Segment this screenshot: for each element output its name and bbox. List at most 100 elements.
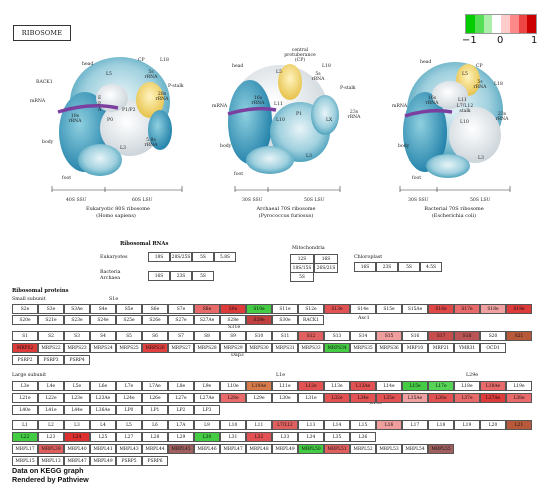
rrna-eukaryote-box[interactable]: 5.8S — [214, 252, 236, 262]
small-protein-box[interactable]: S11e — [272, 304, 298, 314]
rrna-eukaryote-box[interactable]: 28S/25S — [170, 252, 192, 262]
large-protein-box[interactable]: L28 — [142, 432, 168, 442]
large-protein-box[interactable]: MRPL54 — [402, 444, 428, 454]
large-protein-box[interactable]: L21e — [12, 393, 38, 403]
small-protein-box[interactable]: S21 — [506, 331, 532, 341]
small-protein-box[interactable]: MRPS23 — [64, 343, 90, 353]
large-protein-box[interactable]: MRPL55 — [428, 444, 454, 454]
rrna-chloro-box[interactable]: 4.5S — [420, 262, 442, 272]
rrna-bacteria-box[interactable]: 23S — [170, 271, 192, 281]
rrna-chloro-box[interactable]: 23S — [376, 262, 398, 272]
large-protein-box[interactable]: L11 — [246, 420, 272, 430]
small-protein-box[interactable]: S21e — [38, 315, 64, 325]
small-protein-box[interactable]: MRPS36 — [376, 343, 402, 353]
large-protein-box[interactable]: L38e — [506, 393, 532, 403]
large-protein-box[interactable]: L31 — [220, 432, 246, 442]
large-protein-box[interactable]: L22 — [12, 432, 38, 442]
large-protein-box[interactable]: L40e — [12, 405, 38, 415]
large-protein-box[interactable]: MRPL13 — [38, 456, 64, 466]
large-protein-box[interactable]: L14 — [324, 420, 350, 430]
large-protein-box[interactable]: MRPL47 — [220, 444, 246, 454]
small-protein-box[interactable]: OCD1 — [480, 343, 506, 353]
large-protein-box[interactable]: PSRP6 — [142, 456, 168, 466]
small-protein-box[interactable]: S29e — [246, 315, 272, 325]
small-protein-box[interactable]: S6e — [142, 304, 168, 314]
large-protein-box[interactable]: L35e — [376, 393, 402, 403]
small-protein-box[interactable]: S3e — [38, 304, 64, 314]
small-protein-box[interactable]: RACK1 — [298, 315, 324, 325]
small-protein-box[interactable]: S8 — [194, 331, 220, 341]
large-protein-box[interactable]: L27 — [116, 432, 142, 442]
large-protein-box[interactable]: L15e — [402, 381, 428, 391]
small-protein-box[interactable]: MRPS29 — [220, 343, 246, 353]
small-protein-box[interactable]: MRPS35 — [350, 343, 376, 353]
small-protein-box[interactable]: S27e — [168, 315, 194, 325]
large-protein-box[interactable]: MRPL40 — [64, 444, 90, 454]
large-protein-box[interactable]: L19 — [454, 420, 480, 430]
small-protein-box[interactable]: S13e — [324, 304, 350, 314]
large-protein-box[interactable]: MRPL52 — [350, 444, 376, 454]
large-protein-box[interactable]: MRPL46 — [194, 444, 220, 454]
small-protein-box[interactable]: S15Ae — [402, 304, 428, 314]
small-protein-box[interactable]: YMR31 — [454, 343, 480, 353]
large-protein-box[interactable]: MRPL49 — [90, 456, 116, 466]
large-protein-box[interactable]: L44e — [64, 405, 90, 415]
small-protein-box[interactable]: S9 — [220, 331, 246, 341]
large-protein-box[interactable]: L24 — [64, 432, 90, 442]
large-protein-box[interactable]: MRPL39 — [38, 444, 64, 454]
small-protein-box[interactable]: S8e — [194, 304, 220, 314]
large-protein-box[interactable]: L7e — [116, 381, 142, 391]
small-protein-box[interactable]: S4e — [90, 304, 116, 314]
large-protein-box[interactable]: L3 — [64, 420, 90, 430]
small-protein-box[interactable]: MRPS22 — [38, 343, 64, 353]
small-protein-box[interactable]: S15 — [376, 331, 402, 341]
large-protein-box[interactable]: MRPL15 — [12, 456, 38, 466]
small-protein-box[interactable]: MRPS31 — [272, 343, 298, 353]
small-protein-box[interactable]: S3 — [64, 331, 90, 341]
small-protein-box[interactable]: S7e — [168, 304, 194, 314]
small-protein-box[interactable]: S20 — [480, 331, 506, 341]
small-protein-box[interactable]: MRPS24 — [90, 343, 116, 353]
large-protein-box[interactable]: L33 — [272, 432, 298, 442]
small-protein-box[interactable]: S27Ae — [194, 315, 220, 325]
large-protein-box[interactable]: MRPL41 — [90, 444, 116, 454]
large-protein-box[interactable]: PSRP5 — [116, 456, 142, 466]
small-protein-box[interactable]: S28e — [220, 315, 246, 325]
small-protein-box[interactable]: MRPS28 — [194, 343, 220, 353]
small-protein-box[interactable]: S14e — [350, 304, 376, 314]
large-protein-box[interactable]: L36Ae — [90, 405, 116, 415]
large-protein-box[interactable]: LP0 — [116, 405, 142, 415]
large-protein-box[interactable]: L27Ae — [194, 393, 220, 403]
small-protein-box[interactable]: MRPS2 — [12, 343, 38, 353]
large-protein-box[interactable]: L4e — [38, 381, 64, 391]
large-protein-box[interactable]: L34e — [350, 393, 376, 403]
rrna-chloro-box[interactable]: 5S — [398, 262, 420, 272]
large-protein-box[interactable]: L36 — [350, 432, 376, 442]
large-protein-box[interactable]: MRPL50 — [298, 444, 324, 454]
rrna-bacteria-box[interactable]: 5S — [192, 271, 214, 281]
small-protein-box[interactable]: S6 — [142, 331, 168, 341]
small-protein-box[interactable]: MRPS33 — [298, 343, 324, 353]
large-protein-box[interactable]: MRPL49 — [272, 444, 298, 454]
rrna-eukaryote-box[interactable]: 5S — [192, 252, 214, 262]
large-protein-box[interactable]: L10Ae — [246, 381, 272, 391]
large-protein-box[interactable]: L26e — [142, 393, 168, 403]
small-protein-box[interactable]: S19e — [506, 304, 532, 314]
small-protein-box[interactable]: S23e — [64, 315, 90, 325]
large-protein-box[interactable]: LP1 — [142, 405, 168, 415]
small-protein-box[interactable]: PSRP2 — [12, 355, 38, 365]
small-protein-box[interactable]: S7 — [168, 331, 194, 341]
large-protein-box[interactable]: MRPL53 — [376, 444, 402, 454]
small-protein-box[interactable]: MRPS27 — [168, 343, 194, 353]
large-protein-box[interactable]: L8e — [168, 381, 194, 391]
large-protein-box[interactable]: L20 — [480, 420, 506, 430]
small-protein-box[interactable]: S25e — [116, 315, 142, 325]
large-protein-box[interactable]: L14e — [376, 381, 402, 391]
large-protein-box[interactable]: L32 — [246, 432, 272, 442]
large-protein-box[interactable]: MRPL51 — [324, 444, 350, 454]
small-protein-box[interactable]: MRPS34 — [324, 343, 350, 353]
large-protein-box[interactable]: L2 — [38, 420, 64, 430]
large-protein-box[interactable]: L4 — [90, 420, 116, 430]
small-protein-box[interactable]: S2 — [38, 331, 64, 341]
large-protein-box[interactable]: L10 — [220, 420, 246, 430]
